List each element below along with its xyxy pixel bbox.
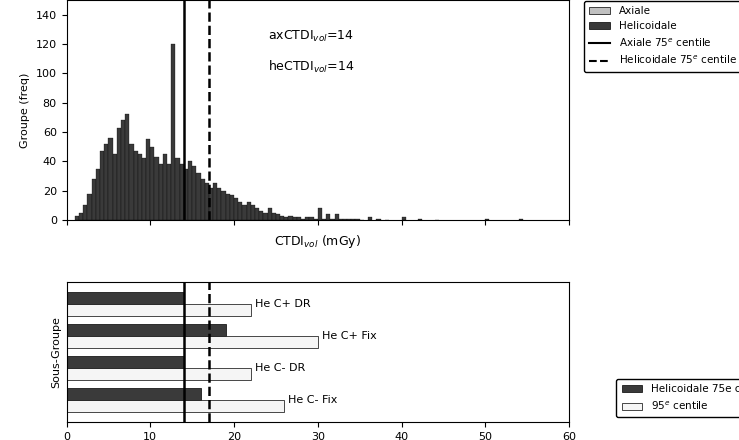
Bar [205,183,209,220]
Text: He C+ Fix: He C+ Fix [322,331,377,341]
Text: heCTDI$_{vol}$=14: heCTDI$_{vol}$=14 [268,59,354,74]
Bar [310,217,313,220]
Bar [180,164,184,220]
Text: He C- Fix: He C- Fix [288,395,338,405]
Bar [104,144,109,220]
Bar [67,356,184,368]
Bar [197,173,200,220]
Bar [188,161,192,220]
Bar [75,216,79,220]
Text: He C- DR: He C- DR [255,363,305,373]
Bar [305,217,310,220]
Bar [192,166,197,220]
Bar [355,219,360,220]
Bar [150,147,154,220]
Bar [486,219,489,220]
Bar [259,211,263,220]
Bar [293,217,297,220]
Bar [251,205,255,220]
Bar [175,158,180,220]
Bar [242,205,247,220]
Bar [225,194,230,220]
Bar [255,208,259,220]
Bar [519,219,523,220]
Bar [285,217,288,220]
Bar [167,164,171,220]
Bar [230,195,234,220]
Bar [121,120,125,220]
Bar [184,169,188,220]
Bar [238,202,242,220]
Bar [401,217,406,220]
Bar [234,198,238,220]
Bar [67,400,285,411]
Bar [134,151,137,220]
Bar [263,213,268,220]
Bar [129,144,134,220]
Bar [200,179,205,220]
Bar [338,219,343,220]
Bar [268,208,272,220]
Bar [112,154,117,220]
Text: He C+ DR: He C+ DR [255,299,310,309]
Bar [368,217,372,220]
Y-axis label: Sous-Groupe: Sous-Groupe [51,316,61,388]
Bar [330,219,335,220]
Bar [322,219,326,220]
Bar [92,179,96,220]
Bar [318,208,322,220]
Legend: Helicoidale 75e centile, 95$^e$ centile: Helicoidale 75e centile, 95$^e$ centile [616,379,739,417]
Bar [146,139,150,220]
Bar [217,188,222,220]
Bar [125,114,129,220]
Bar [276,214,280,220]
Bar [247,202,251,220]
Bar [288,216,293,220]
Bar [335,214,338,220]
Bar [67,368,251,380]
Bar [79,213,84,220]
Bar [163,154,167,220]
Y-axis label: Groupe (freq): Groupe (freq) [20,72,30,148]
Bar [326,214,330,220]
Legend: Axiale, Helicoidale, Axiale 75$^e$ centile, Helicoidale 75$^e$ centile: Axiale, Helicoidale, Axiale 75$^e$ centi… [585,1,739,72]
Bar [209,188,213,220]
Bar [67,304,251,315]
Bar [313,219,318,220]
Bar [343,219,347,220]
Bar [301,219,305,220]
Bar [67,336,318,348]
Bar [100,151,104,220]
Bar [96,169,100,220]
Bar [297,217,301,220]
Bar [154,157,159,220]
X-axis label: CTDI$_{vol}$ (mGy): CTDI$_{vol}$ (mGy) [274,232,361,249]
Bar [67,389,200,400]
Bar [137,154,142,220]
Bar [84,205,87,220]
Bar [171,44,175,220]
Bar [272,213,276,220]
Bar [376,219,381,220]
Bar [67,324,225,336]
Bar [351,219,355,220]
Bar [280,216,285,220]
Bar [117,128,121,220]
Bar [109,138,112,220]
Text: axCTDI$_{vol}$=14: axCTDI$_{vol}$=14 [268,29,353,44]
Bar [159,164,163,220]
Bar [142,158,146,220]
Bar [418,219,423,220]
Bar [347,219,351,220]
Bar [222,191,225,220]
Bar [87,194,92,220]
Bar [67,293,184,304]
Bar [213,183,217,220]
